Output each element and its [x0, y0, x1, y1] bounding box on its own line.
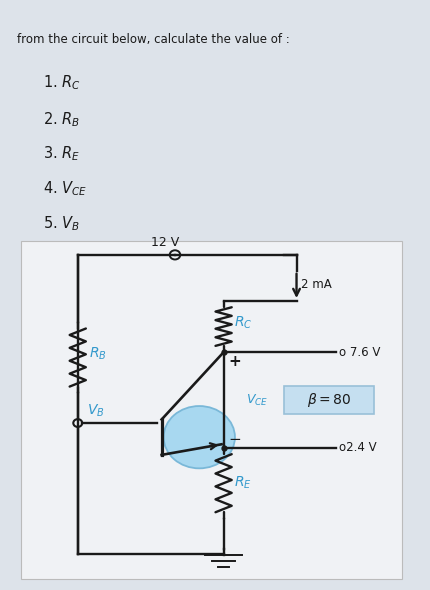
Text: $-$: $-$: [228, 430, 241, 445]
Text: $R_B$: $R_B$: [89, 346, 107, 362]
Text: o2.4 V: o2.4 V: [338, 441, 376, 454]
Text: 5. $V_B$: 5. $V_B$: [43, 214, 80, 232]
Text: $\beta = 80$: $\beta = 80$: [306, 391, 350, 409]
Text: $R_E$: $R_E$: [233, 475, 251, 491]
Text: 3. $R_E$: 3. $R_E$: [43, 145, 80, 163]
Text: 2 mA: 2 mA: [301, 278, 332, 291]
Text: +: +: [228, 353, 241, 369]
Text: 4. $V_{CE}$: 4. $V_{CE}$: [43, 179, 87, 198]
Text: $V_B$: $V_B$: [86, 403, 104, 419]
FancyBboxPatch shape: [21, 241, 401, 579]
Text: $V_{CE}$: $V_{CE}$: [245, 392, 267, 408]
Text: $R_C$: $R_C$: [233, 315, 252, 331]
FancyBboxPatch shape: [284, 386, 373, 414]
Text: 1. $R_C$: 1. $R_C$: [43, 73, 81, 92]
Text: from the circuit below, calculate the value of :: from the circuit below, calculate the va…: [17, 32, 289, 45]
Circle shape: [163, 406, 234, 468]
Text: 2. $R_B$: 2. $R_B$: [43, 110, 80, 129]
Text: o 7.6 V: o 7.6 V: [338, 346, 380, 359]
Text: 12 V: 12 V: [150, 235, 178, 248]
